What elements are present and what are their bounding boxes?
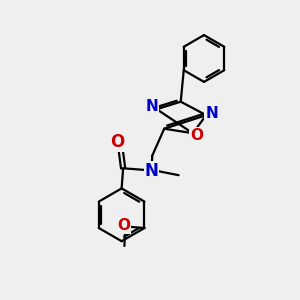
Text: N: N bbox=[145, 162, 159, 180]
Text: N: N bbox=[205, 106, 218, 121]
Text: N: N bbox=[146, 99, 159, 114]
Text: O: O bbox=[111, 133, 125, 151]
Text: O: O bbox=[117, 218, 130, 233]
Text: O: O bbox=[190, 128, 203, 143]
